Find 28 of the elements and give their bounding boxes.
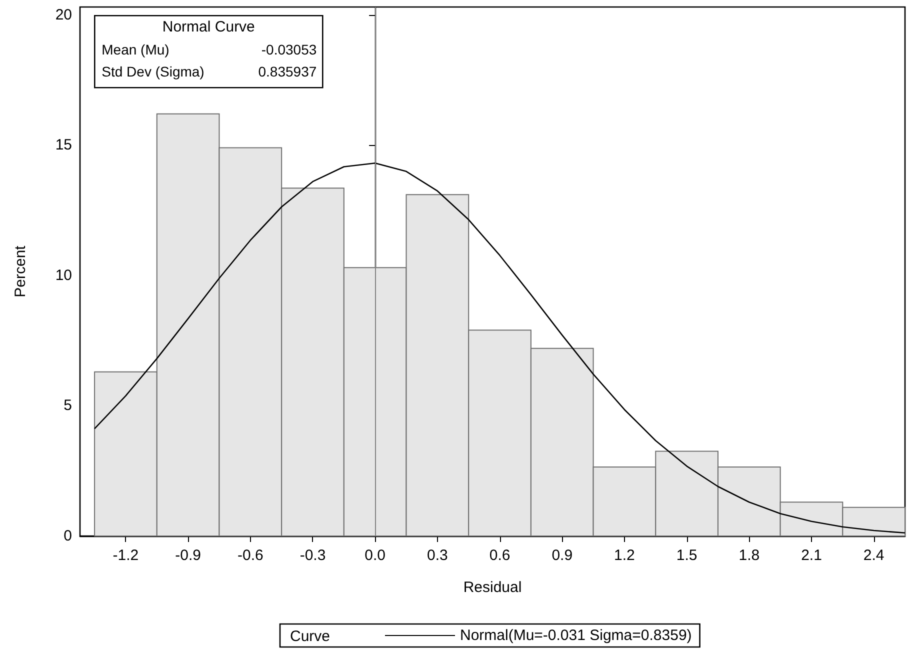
annotation: Mean (Mu) (102, 42, 170, 58)
x-tick-label: 1.8 (738, 547, 760, 564)
annotation: Normal Curve (162, 18, 255, 36)
line-series (94, 162, 906, 534)
x-tick-label: 1.2 (614, 547, 635, 564)
y-axis-title: Percent (12, 244, 29, 298)
y-tick-label: 15 (55, 136, 72, 154)
x-tick-label: 0.6 (489, 547, 510, 564)
x-tick-label: -0.9 (175, 547, 201, 564)
y-tick-label: 5 (64, 397, 72, 414)
y-tick-label: 10 (55, 266, 72, 284)
x-tick-label: 0.0 (364, 547, 386, 564)
y-tick-label: 0 (64, 528, 72, 544)
x-tick-label: 0.3 (427, 547, 448, 564)
x-tick-label: 2.1 (801, 547, 822, 564)
x-tick-label: -1.2 (112, 547, 139, 564)
annotation: -0.03053 (261, 42, 317, 58)
x-tick-label: -0.6 (237, 547, 264, 564)
legend-title: Curve (290, 628, 330, 645)
x-tick-label: 1.5 (676, 547, 698, 564)
y-tick-label: 20 (55, 6, 72, 24)
legend-label: Normal(Mu=-0.031 Sigma=0.8359) (460, 627, 692, 644)
x-tick-label: 0.9 (552, 547, 573, 564)
annotation: Std Dev (Sigma) (102, 64, 204, 80)
x-axis-title: Residual (463, 579, 522, 596)
x-tick-label: -0.3 (300, 547, 326, 564)
x-tick-label: 2.4 (863, 547, 884, 564)
annotation: 0.835937 (258, 64, 317, 80)
